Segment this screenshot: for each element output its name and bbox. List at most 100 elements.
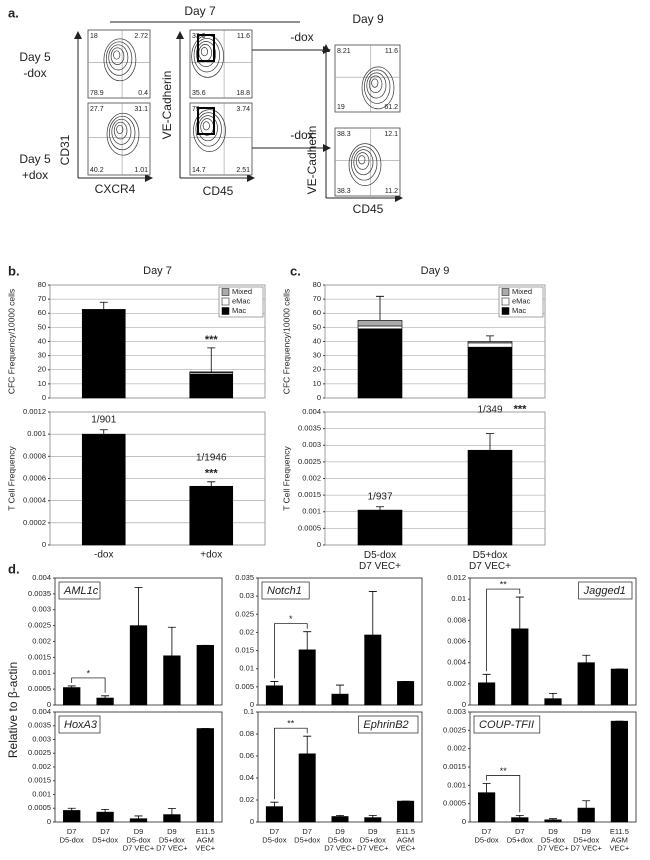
error-bar (515, 596, 524, 629)
error-bar (486, 335, 494, 342)
bar (511, 628, 529, 706)
contour (202, 121, 210, 131)
text-line: D5-dox (262, 835, 286, 844)
y-tick-label: 70 (38, 294, 46, 303)
y-tick-label: 0.0004 (23, 496, 46, 505)
axis-label: VE-Cadherin (305, 126, 319, 195)
y-tick-label: 0.005 (235, 682, 254, 691)
y-tick-label: 0.004 (32, 573, 51, 582)
x-tick-label: D7 D5+dox (92, 827, 118, 844)
contour (366, 72, 387, 99)
legend-swatch (221, 297, 230, 306)
contour (361, 66, 395, 110)
error-bar (336, 815, 344, 817)
gene-label: EphrinB2 (363, 719, 408, 731)
y-tick-label: 0.0005 (298, 523, 321, 532)
bar (544, 819, 562, 823)
y-tick-label: 0.0015 (443, 762, 466, 771)
quadrant-value: 38.3 (337, 188, 351, 195)
bar (331, 816, 349, 823)
y-tick-label: 0.001 (302, 507, 321, 516)
quadrant-value: 1.01 (134, 167, 148, 174)
bar (364, 817, 382, 823)
flow-plot-frame (189, 29, 253, 99)
quadrant-value: 33.9 (192, 33, 206, 40)
error-bar (99, 429, 108, 435)
text-line: VEC+ (195, 843, 215, 852)
y-tick-label: 80 (313, 280, 321, 289)
significance-bracket (486, 775, 521, 813)
y-tick-label: 50 (38, 322, 46, 331)
row-label: Day 5 (19, 152, 51, 166)
y-tick-label: 0.002 (32, 762, 51, 771)
bar (577, 662, 595, 706)
y-tick-label: 0.008 (447, 615, 466, 624)
y-tick-label: 0 (42, 540, 46, 549)
bar (189, 485, 234, 546)
text-line: D5+dox (573, 835, 599, 844)
error-bar (134, 587, 143, 626)
contour (111, 118, 132, 145)
error-bar (134, 815, 143, 819)
legend-label: Mixed (232, 287, 252, 296)
error-bar (482, 673, 491, 683)
bar (467, 346, 513, 399)
bar-label: 1/1946 (196, 452, 227, 463)
bar (397, 681, 415, 706)
quadrant-value: 19 (337, 104, 345, 111)
quadrant-value: 79 (192, 106, 200, 113)
contour (371, 78, 379, 88)
x-tick-label: E11.5 AGM VEC+ (396, 827, 416, 853)
contour (364, 69, 391, 104)
chart-title: Day 9 (421, 265, 450, 277)
text-line: D5-dox (475, 835, 499, 844)
x-tick-label: D7 D5-dox (475, 827, 499, 844)
bar (81, 308, 126, 311)
y-tick-label: 0.0012 (23, 407, 46, 416)
quadrant-value: 61.2 (384, 104, 398, 111)
y-tick-label: 40 (313, 336, 321, 345)
error-bar (101, 808, 110, 813)
flow-plot-frame (334, 127, 401, 197)
legend-label: Mac (232, 306, 246, 315)
x-tick-label: D7 D5+dox (507, 827, 533, 844)
x-tick-label: D5+dox D7 VEC+ (469, 550, 511, 572)
text-line: D5+dox (159, 835, 185, 844)
legend-swatch (501, 288, 510, 296)
legend-swatch (501, 297, 510, 306)
flow-header: Day 9 (352, 12, 384, 26)
error-bar (486, 433, 494, 451)
text-line: D9 (548, 827, 558, 836)
y-tick-label: 0.03 (239, 591, 254, 600)
error-bar (336, 684, 344, 695)
y-tick-label: 0 (317, 540, 321, 549)
y-axis-label: T Cell Frequency (6, 445, 16, 510)
y-tick-label: 0.01 (239, 664, 254, 673)
contour (358, 155, 366, 165)
gene-label-box (58, 581, 101, 600)
axis-label: CD45 (353, 202, 384, 216)
text-line: D7 VEC+ (357, 843, 389, 852)
significance-label: * (289, 614, 293, 624)
y-axis-label: T Cell Frequency (281, 445, 291, 510)
contour (193, 109, 226, 152)
y-tick-label: 0.002 (32, 636, 51, 645)
x-tick-label: D5-dox D7 VEC+ (359, 550, 401, 572)
bar (81, 310, 126, 399)
axis-label: VE-Cadherin (160, 71, 174, 140)
gate (197, 34, 215, 62)
bar (163, 814, 181, 823)
text-line: E11.5 (610, 827, 629, 836)
text-line: AGM (397, 835, 414, 844)
bar (196, 645, 214, 706)
axis-label: CD31 (58, 134, 72, 165)
significance-bracket (274, 727, 308, 800)
axis-label: Relative to β-actin (6, 662, 20, 758)
x-tick-label: E11.5 AGM VEC+ (195, 827, 215, 853)
contour (368, 75, 383, 93)
y-tick-label: 0.002 (302, 473, 321, 482)
y-tick-label: 0.0005 (28, 803, 51, 812)
gene-label-box (358, 715, 419, 734)
